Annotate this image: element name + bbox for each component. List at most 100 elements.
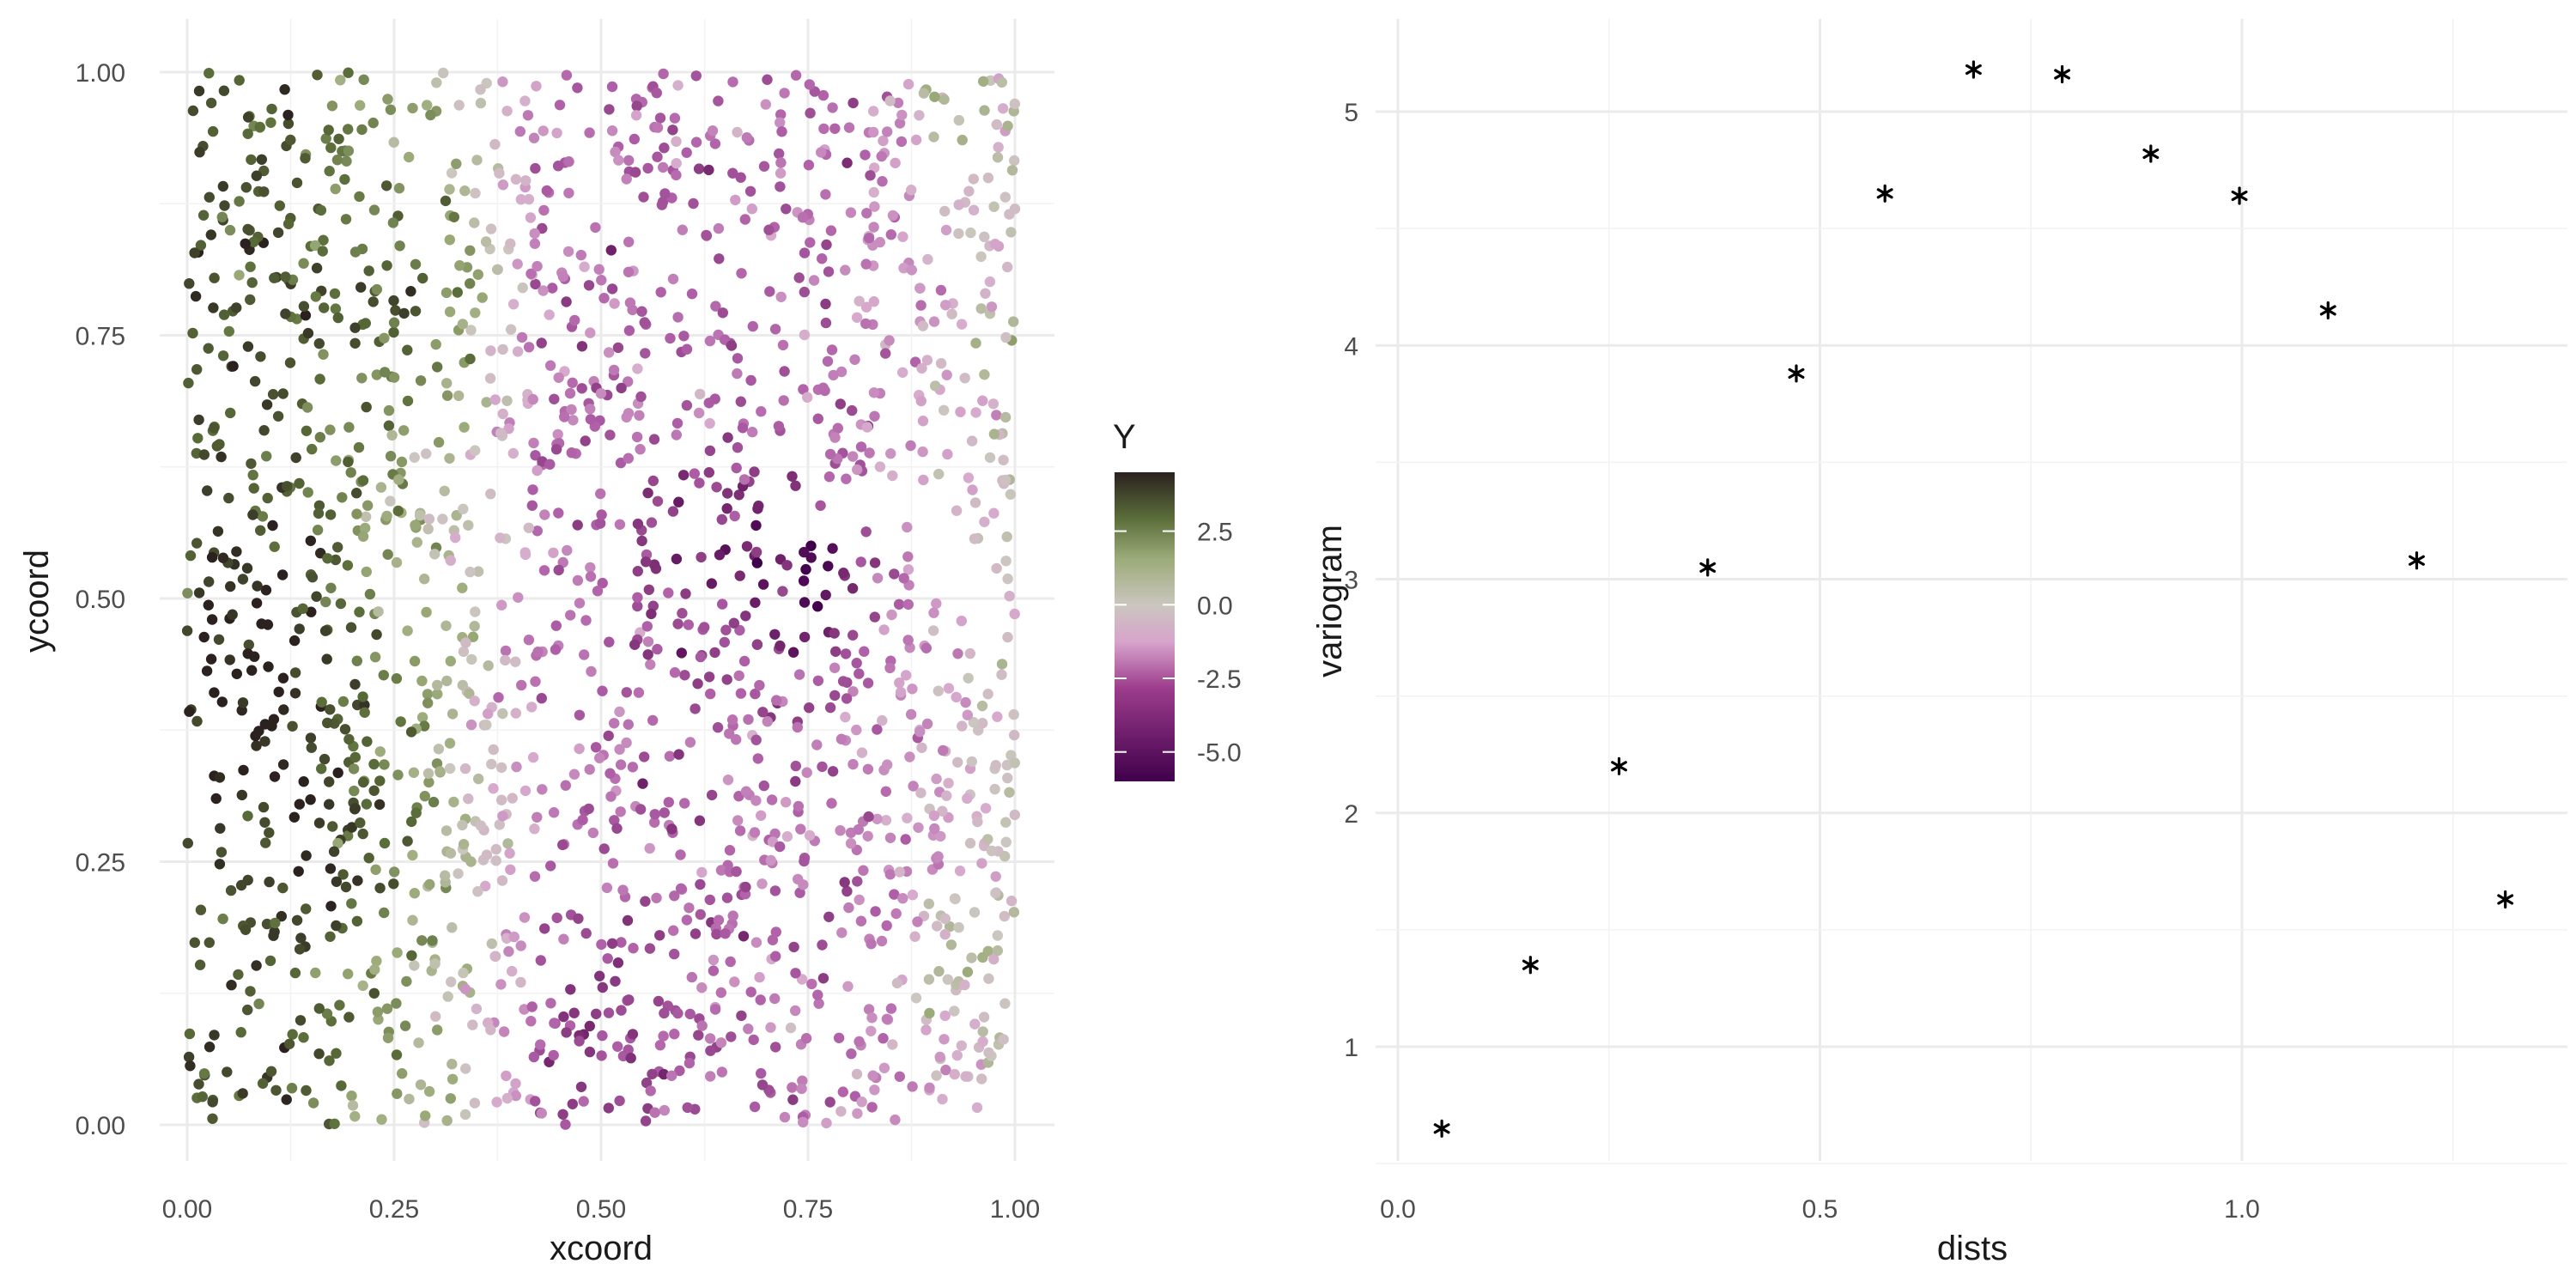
spatial-point bbox=[407, 102, 418, 114]
spatial-point bbox=[878, 1033, 889, 1044]
spatial-point bbox=[632, 566, 643, 577]
spatial-point bbox=[652, 122, 664, 133]
spatial-point bbox=[272, 410, 284, 422]
spatial-point bbox=[623, 266, 635, 277]
spatial-point bbox=[884, 95, 896, 106]
spatial-point bbox=[266, 103, 277, 115]
spatial-point bbox=[851, 724, 862, 736]
spatial-point bbox=[517, 282, 528, 294]
spatial-point bbox=[383, 404, 395, 416]
spatial-point bbox=[686, 971, 697, 983]
spatial-point bbox=[469, 696, 480, 707]
spatial-point bbox=[585, 562, 596, 574]
spatial-point bbox=[856, 747, 868, 758]
spatial-point bbox=[459, 422, 470, 433]
spatial-point bbox=[206, 551, 218, 563]
spatial-point bbox=[890, 157, 901, 168]
spatial-point bbox=[285, 134, 296, 146]
spatial-point bbox=[998, 454, 1009, 465]
spatial-point bbox=[381, 1003, 393, 1014]
spatial-point bbox=[896, 109, 908, 121]
spatial-point bbox=[532, 465, 543, 477]
spatial-point bbox=[828, 369, 839, 381]
spatial-point bbox=[910, 134, 922, 146]
spatial-point bbox=[189, 247, 200, 258]
spatial-point bbox=[305, 535, 316, 546]
spatial-point bbox=[198, 631, 210, 643]
spatial-point bbox=[458, 967, 469, 979]
spatial-point bbox=[277, 388, 289, 399]
spatial-point bbox=[641, 621, 653, 632]
spatial-point bbox=[675, 849, 686, 860]
spatial-point bbox=[409, 960, 420, 971]
spatial-point bbox=[658, 161, 669, 173]
spatial-point bbox=[841, 693, 853, 704]
spatial-point bbox=[720, 624, 732, 635]
spatial-point bbox=[349, 337, 361, 349]
variogram-point bbox=[1876, 184, 1893, 203]
spatial-point bbox=[295, 1015, 307, 1026]
spatial-point bbox=[402, 344, 413, 355]
spatial-point bbox=[419, 791, 430, 802]
spatial-point bbox=[893, 598, 905, 610]
spatial-point bbox=[635, 444, 646, 455]
spatial-point bbox=[902, 598, 914, 611]
spatial-point bbox=[605, 768, 616, 779]
spatial-point bbox=[966, 952, 977, 963]
spatial-point bbox=[501, 106, 513, 117]
spatial-point bbox=[979, 516, 990, 527]
spatial-point bbox=[745, 374, 756, 386]
spatial-point bbox=[242, 128, 253, 139]
spatial-point bbox=[860, 149, 871, 161]
spatial-x-tick-label: 1.00 bbox=[990, 1195, 1040, 1224]
spatial-point bbox=[349, 804, 361, 815]
spatial-point bbox=[652, 643, 663, 655]
spatial-point bbox=[493, 692, 504, 703]
spatial-point bbox=[754, 679, 765, 691]
spatial-point bbox=[386, 429, 398, 441]
spatial-point bbox=[646, 608, 657, 620]
spatial-point bbox=[368, 758, 380, 770]
spatial-point bbox=[374, 883, 386, 894]
spatial-point bbox=[969, 1018, 981, 1030]
spatial-point bbox=[763, 224, 775, 235]
spatial-point bbox=[563, 187, 574, 198]
spatial-point bbox=[294, 477, 305, 489]
spatial-point bbox=[787, 1082, 798, 1093]
spatial-point bbox=[866, 1102, 878, 1113]
spatial-point bbox=[928, 316, 940, 327]
spatial-point bbox=[837, 1086, 848, 1097]
spatial-point bbox=[671, 417, 683, 429]
spatial-point bbox=[568, 415, 579, 426]
spatial-point bbox=[294, 799, 305, 810]
spatial-point bbox=[808, 275, 820, 286]
spatial-point bbox=[240, 924, 252, 936]
spatial-point bbox=[302, 327, 314, 339]
spatial-point bbox=[793, 873, 804, 885]
spatial-point bbox=[545, 998, 556, 1009]
spatial-point bbox=[331, 155, 343, 166]
spatial-point bbox=[519, 95, 531, 106]
spatial-point bbox=[910, 993, 922, 1004]
spatial-point bbox=[769, 629, 781, 640]
spatial-point bbox=[416, 675, 428, 687]
spatial-point bbox=[325, 509, 337, 520]
spatial-point bbox=[513, 592, 524, 603]
spatial-point bbox=[804, 829, 816, 841]
spatial-point bbox=[912, 916, 923, 927]
spatial-point bbox=[204, 191, 215, 203]
spatial-point bbox=[306, 606, 317, 617]
spatial-point bbox=[601, 882, 613, 894]
spatial-point bbox=[802, 392, 813, 403]
variogram-point bbox=[2142, 144, 2160, 163]
spatial-point bbox=[767, 934, 779, 945]
spatial-point bbox=[1002, 573, 1013, 585]
spatial-point bbox=[409, 655, 421, 667]
spatial-point bbox=[458, 503, 469, 514]
spatial-point bbox=[192, 433, 204, 444]
spatial-point bbox=[584, 1020, 595, 1032]
spatial-point bbox=[193, 85, 205, 97]
spatial-point bbox=[267, 519, 278, 532]
spatial-point bbox=[209, 687, 220, 698]
